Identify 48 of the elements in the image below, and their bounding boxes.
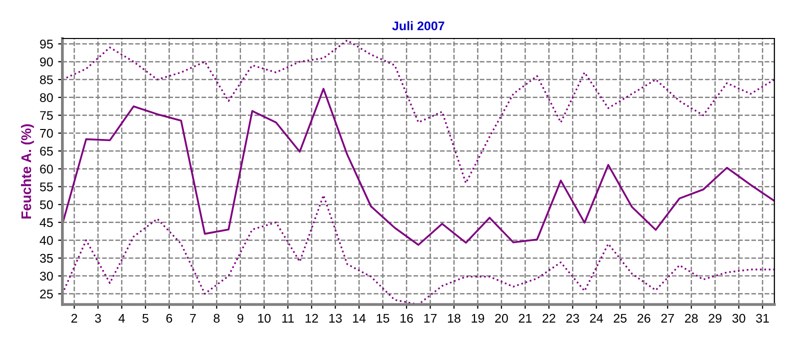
y-tick-label: 95 (40, 40, 53, 49)
x-tick-label: 19 (472, 314, 484, 323)
x-tick-label: 20 (495, 314, 508, 323)
x-tick-label: 22 (542, 314, 556, 323)
x-tick-label: 30 (732, 314, 746, 323)
x-tick-label: 23 (566, 314, 580, 323)
y-tick-label: 65 (40, 146, 53, 156)
x-tick-label: 25 (614, 314, 627, 323)
y-tick-label: 30 (40, 272, 53, 281)
y-tick-label: 60 (40, 164, 53, 174)
x-tick-label: 17 (424, 314, 437, 323)
y-tick-label: 85 (40, 75, 53, 84)
y-tick-label: 80 (40, 93, 53, 102)
x-tick-label: 27 (661, 314, 674, 323)
x-tick-label: 5 (142, 314, 148, 323)
x-tick-label: 3 (95, 314, 101, 323)
x-tick-label: 21 (518, 314, 532, 323)
x-tick-label: 28 (685, 314, 698, 323)
x-tick-label: 8 (214, 314, 220, 323)
chart-title: Juli 2007 (392, 21, 444, 30)
x-tick-label: 24 (590, 314, 603, 323)
x-tick-label: 18 (448, 314, 460, 323)
x-tick-label: 15 (376, 314, 390, 323)
y-tick-label: 25 (40, 290, 53, 298)
y-tick-label: 45 (40, 218, 53, 228)
x-tick-label: 12 (306, 314, 318, 323)
x-tick-label: 4 (118, 314, 125, 323)
y-tick-label: 35 (40, 254, 53, 263)
line-series (62, 88, 774, 246)
y-axis-title: Feuchte A. (%) (20, 124, 34, 219)
x-tick-label: 7 (190, 314, 196, 323)
x-tick-label: 29 (708, 314, 722, 323)
y-tick-label: 75 (40, 111, 53, 120)
x-tick-label: 9 (238, 314, 244, 323)
y-tick-label: 50 (40, 200, 53, 210)
x-tick-label: 6 (166, 314, 172, 323)
x-tick-label: 26 (638, 314, 650, 323)
y-tick-label: 90 (40, 58, 53, 66)
x-tick-label: 31 (756, 314, 769, 323)
x-tick-label: 14 (353, 314, 366, 323)
x-tick-label: 2 (71, 314, 78, 323)
x-tick-label: 11 (282, 314, 294, 323)
x-tick-label: 16 (400, 314, 413, 323)
x-tick-label: 13 (329, 314, 342, 323)
y-tick-label: 55 (40, 182, 53, 192)
y-tick-label: 70 (40, 128, 53, 138)
y-tick-label: 40 (40, 236, 53, 245)
x-tick-label: 10 (258, 314, 271, 323)
